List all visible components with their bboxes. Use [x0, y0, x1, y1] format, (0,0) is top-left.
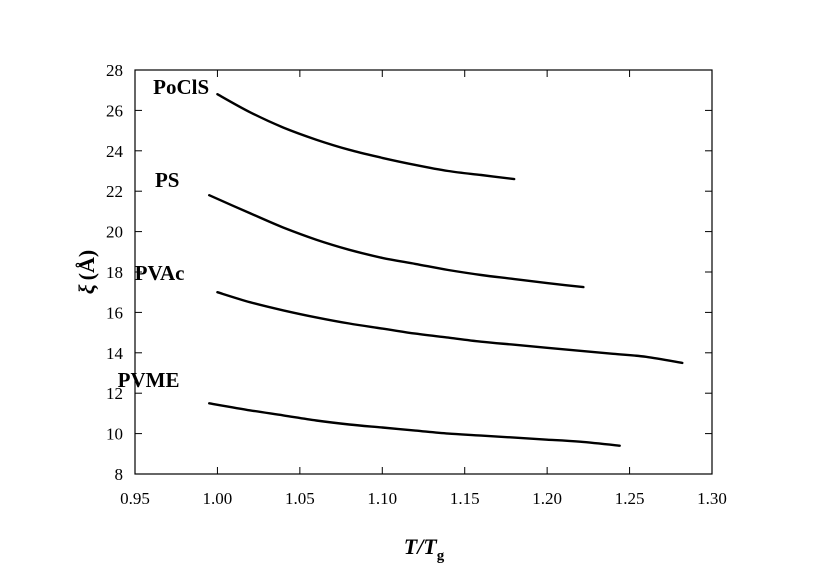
x-tick-labels: 0.95 1.00 1.05 1.10 1.15 1.20 1.25 1.30 — [120, 489, 727, 508]
y-tick-label: 12 — [106, 384, 123, 403]
series-label-ps: PS — [155, 168, 180, 192]
y-axis-title: ξ (Å) — [74, 250, 99, 294]
y-tick-label: 16 — [106, 303, 123, 322]
x-tick-label: 1.00 — [203, 489, 233, 508]
y-tick-label: 24 — [106, 142, 124, 161]
plot-frame — [134, 69, 713, 475]
y-tick-label: 28 — [106, 61, 123, 80]
series-line-pvac — [216, 291, 684, 365]
x-tick-label: 1.15 — [450, 489, 480, 508]
series-line-pocls — [216, 93, 516, 181]
x-axis-title: T/Tg — [404, 534, 445, 564]
x-axis-title-main: T/T — [404, 534, 439, 559]
x-tick-label: 1.10 — [367, 489, 397, 508]
y-tick-labels: 8 10 12 14 16 18 20 22 24 26 28 — [106, 61, 124, 484]
axis-ticks — [134, 69, 713, 475]
x-tick-label: 1.30 — [697, 489, 727, 508]
y-tick-label: 20 — [106, 223, 123, 242]
y-axis-title-symbol: ξ — [74, 284, 99, 294]
series-annotations: PoClS PS PVAc PVME — [118, 75, 210, 392]
x-tick-label: 1.20 — [532, 489, 562, 508]
y-tick-label: 14 — [106, 344, 124, 363]
series-label-pvme: PVME — [118, 368, 180, 392]
y-axis-title-unit: (Å) — [74, 250, 99, 281]
x-tick-label: 1.05 — [285, 489, 315, 508]
series-label-pocls: PoClS — [153, 75, 209, 99]
series-lines — [208, 93, 684, 447]
y-tick-label: 8 — [115, 465, 124, 484]
y-tick-label: 18 — [106, 263, 123, 282]
x-tick-label: 0.95 — [120, 489, 150, 508]
y-tick-label: 26 — [106, 101, 123, 120]
series-label-pvac: PVAc — [135, 261, 185, 285]
series-line-pvme — [208, 402, 621, 447]
series-line-ps — [208, 194, 585, 289]
x-tick-label: 1.25 — [615, 489, 645, 508]
y-tick-label: 22 — [106, 182, 123, 201]
x-axis-title-subscript: g — [437, 548, 445, 564]
y-tick-label: 10 — [106, 425, 123, 444]
